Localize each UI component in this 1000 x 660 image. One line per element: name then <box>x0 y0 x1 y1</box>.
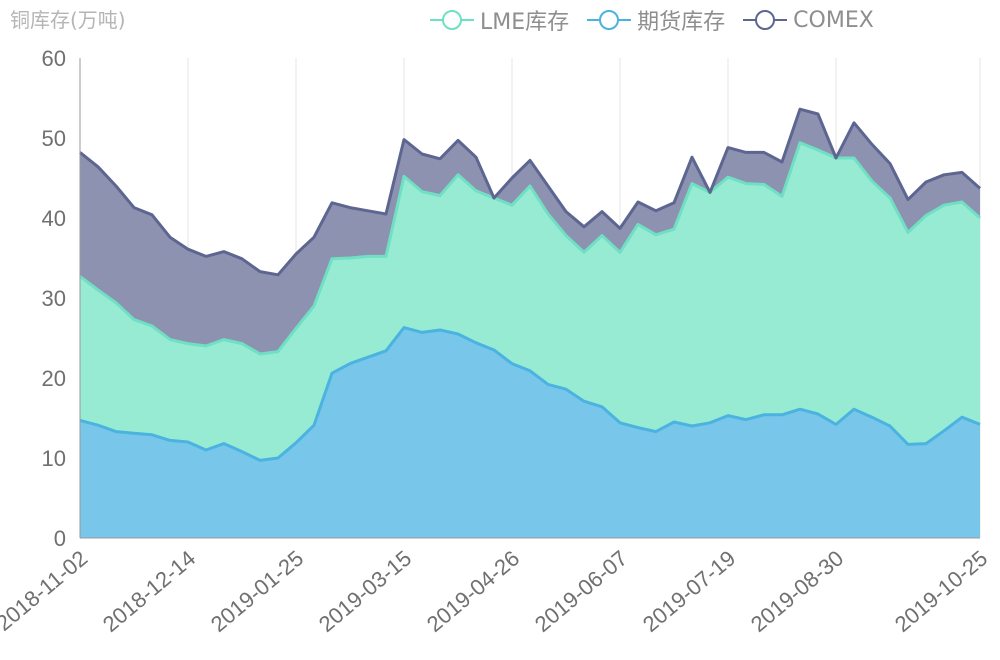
y-tick-label: 60 <box>42 46 66 71</box>
y-tick-label: 30 <box>42 286 66 311</box>
series-line-0 <box>79 326 981 462</box>
x-tick-label: 2019-08-30 <box>746 545 848 636</box>
x-tick-label: 2019-03-15 <box>314 545 416 636</box>
x-tick-label: 2019-10-25 <box>890 545 992 636</box>
series-line-1 <box>79 141 981 356</box>
area-0 <box>80 327 980 538</box>
x-tick-label: 2018-11-02 <box>0 545 92 635</box>
legend-item-futures[interactable]: 期货库存 <box>587 4 725 36</box>
y-tick-label: 10 <box>42 446 66 471</box>
y-tick-label: 50 <box>42 126 66 151</box>
series-line-2 <box>79 107 981 277</box>
legend-item-lme[interactable]: LME库存 <box>430 4 569 36</box>
legend: LME库存 期货库存 COMEX <box>430 4 874 36</box>
x-tick-label: 2018-12-14 <box>98 545 200 636</box>
legend-marker-lme <box>430 10 474 30</box>
legend-label-comex: COMEX <box>793 7 874 33</box>
legend-marker-comex <box>743 10 788 30</box>
x-tick-label: 2019-04-26 <box>422 545 524 636</box>
legend-label-futures: 期货库存 <box>637 10 726 35</box>
x-tick-label: 2019-01-25 <box>206 545 308 636</box>
legend-marker-futures <box>587 10 632 30</box>
y-unit-label: 铜库存(万吨) <box>10 8 126 32</box>
y-tick-label: 40 <box>42 206 66 231</box>
y-tick-label: 20 <box>42 366 66 391</box>
legend-label-lme: LME库存 <box>480 10 570 35</box>
x-tick-label: 2019-07-19 <box>638 545 740 636</box>
x-tick-label: 2019-06-07 <box>530 545 632 636</box>
y-tick-label: 0 <box>54 526 66 551</box>
legend-item-comex[interactable]: COMEX <box>743 8 874 33</box>
